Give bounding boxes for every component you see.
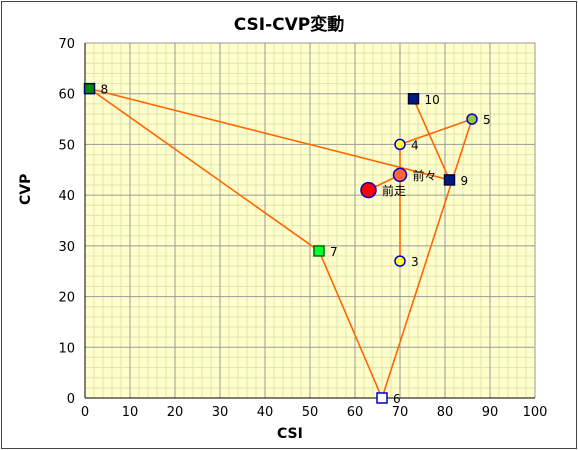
data-point xyxy=(443,174,456,186)
data-point xyxy=(83,82,96,95)
data-point xyxy=(394,255,406,267)
y-tick-label: 50 xyxy=(58,138,75,153)
point-label: 3 xyxy=(411,255,419,269)
data-point xyxy=(376,392,388,404)
x-tick-label: 20 xyxy=(167,405,184,420)
data-point xyxy=(466,113,478,125)
connection-line xyxy=(89,87,320,252)
x-tick-label: 70 xyxy=(392,405,409,420)
y-tick-label: 10 xyxy=(58,341,75,356)
x-tick-label: 90 xyxy=(482,405,499,420)
x-tick-label: 10 xyxy=(122,405,139,420)
connection-line xyxy=(89,87,450,181)
y-tick-label: 30 xyxy=(58,240,75,255)
x-tick-label: 50 xyxy=(302,405,319,420)
data-point xyxy=(407,93,420,105)
point-label: 前走 xyxy=(382,183,406,198)
y-tick-label: 0 xyxy=(67,392,75,407)
data-point xyxy=(313,245,325,257)
y-tick-label: 20 xyxy=(58,291,75,306)
data-point xyxy=(360,181,377,199)
connection-line xyxy=(318,250,383,399)
point-label: 7 xyxy=(330,245,338,259)
x-tick-label: 40 xyxy=(257,405,274,420)
chart-title: CSI-CVP変動 xyxy=(233,15,345,35)
connection-line xyxy=(412,98,451,181)
x-tick-label: 100 xyxy=(523,405,548,420)
y-tick-label: 40 xyxy=(58,189,75,204)
y-axis-label: CVP xyxy=(18,173,34,205)
point-label: 10 xyxy=(425,93,440,107)
point-label: 5 xyxy=(483,113,491,127)
y-tick-label: 70 xyxy=(58,37,75,52)
point-label: 6 xyxy=(393,392,401,406)
point-label: 9 xyxy=(461,174,469,188)
y-tick-label: 60 xyxy=(58,88,75,103)
x-tick-label: 0 xyxy=(81,405,89,420)
data-point xyxy=(394,138,406,151)
connection-line xyxy=(399,118,473,146)
point-label: 4 xyxy=(411,138,419,152)
x-tick-label: 60 xyxy=(347,405,364,420)
x-axis-label: CSI xyxy=(277,426,303,442)
point-label: 前々 xyxy=(413,168,437,183)
data-point xyxy=(392,167,408,183)
x-tick-label: 30 xyxy=(212,405,229,420)
connection-line xyxy=(381,118,473,399)
x-tick-label: 80 xyxy=(437,405,454,420)
point-label: 8 xyxy=(101,83,109,97)
